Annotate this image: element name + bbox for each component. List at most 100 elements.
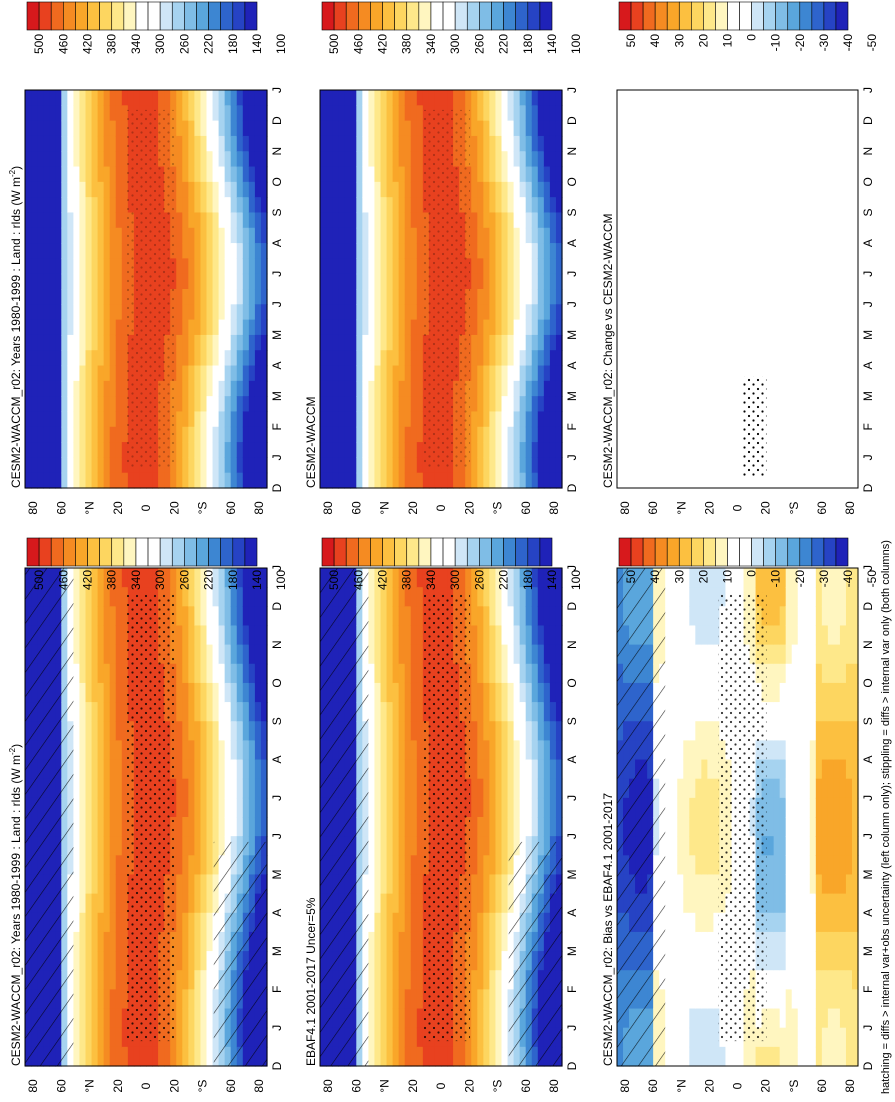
heatmap-cell <box>91 90 99 106</box>
heatmap-cell <box>827 721 835 741</box>
heatmap-cell <box>260 740 268 761</box>
heatmap-cell <box>392 989 400 1010</box>
heatmap-cell <box>194 855 202 876</box>
heatmap-cell <box>555 817 563 837</box>
heatmap-cell <box>471 625 478 646</box>
heatmap-cell <box>404 396 412 413</box>
heatmap-cell <box>103 258 111 275</box>
heatmap-cell <box>773 606 781 627</box>
heatmap-cell <box>109 740 117 761</box>
heatmap-cell <box>85 931 93 952</box>
heatmap-cell <box>37 151 44 168</box>
heatmap-cell <box>85 778 93 799</box>
heatmap-cell <box>37 90 44 106</box>
heatmap-cell <box>398 120 406 137</box>
lat-tick-label: 80 <box>26 501 40 515</box>
heatmap-cell <box>115 855 123 876</box>
hatching <box>320 568 369 1066</box>
heatmap-cell <box>61 135 68 152</box>
heatmap-cell <box>115 151 123 168</box>
heatmap-cell <box>513 759 521 780</box>
heatmap-cell <box>422 1046 430 1067</box>
heatmap-cell <box>845 1046 853 1067</box>
heatmap-cell <box>356 411 363 428</box>
heatmap-cell <box>477 855 484 876</box>
heatmap-cell <box>248 682 256 703</box>
heatmap-cell <box>803 989 811 1010</box>
heatmap-cell <box>815 893 823 914</box>
heatmap-cell <box>103 105 111 122</box>
heatmap-cell <box>224 817 232 837</box>
heatmap-cell <box>392 817 400 837</box>
heatmap-cell <box>344 411 351 428</box>
heatmap-cell <box>206 181 214 198</box>
colorbar-label: 380 <box>105 34 119 54</box>
heatmap-cell <box>176 197 183 214</box>
heatmap-cell <box>194 457 202 474</box>
heatmap-cell <box>416 472 424 489</box>
heatmap-cell <box>164 472 171 489</box>
heatmap-cell <box>188 243 195 259</box>
heatmap-cell <box>725 568 733 588</box>
heatmap-cell <box>851 874 859 895</box>
heatmap-cell <box>519 625 527 646</box>
heatmap-cell <box>242 702 250 722</box>
heatmap-cell <box>374 682 382 703</box>
heatmap-cell <box>338 258 345 275</box>
heatmap-cell <box>531 568 539 588</box>
heatmap-cell <box>701 817 708 837</box>
heatmap-cell <box>176 970 183 990</box>
heatmap-cell <box>182 350 189 367</box>
heatmap-cell <box>689 855 696 876</box>
heatmap-cell <box>833 663 841 684</box>
heatmap-cell <box>97 836 105 856</box>
heatmap-cell <box>773 702 781 722</box>
colorbar-label: 140 <box>250 34 264 54</box>
heatmap-cell <box>115 778 123 799</box>
heatmap-cell <box>368 682 376 703</box>
heatmap-cell <box>103 893 111 914</box>
heatmap-cell <box>176 258 183 275</box>
heatmap-cell <box>67 472 74 489</box>
heatmap-cell <box>182 568 189 588</box>
heatmap-cell <box>109 644 117 665</box>
heatmap-cell <box>471 1046 478 1067</box>
heatmap-cell <box>194 797 202 818</box>
heatmap-cell <box>254 587 262 607</box>
heatmap-cell <box>821 568 829 588</box>
heatmap-cell <box>477 797 484 818</box>
heatmap-cell <box>218 721 226 741</box>
heatmap-cell <box>320 319 327 336</box>
heatmap-cell <box>362 273 369 290</box>
heatmap-cell <box>176 90 183 106</box>
heatmap-cell <box>242 759 250 780</box>
heatmap-cell <box>380 105 388 122</box>
heatmap-cell <box>254 135 262 152</box>
heatmap-cell <box>392 380 400 397</box>
heatmap-cell <box>404 181 412 198</box>
heatmap-cell <box>326 304 333 321</box>
heatmap-cell <box>254 721 262 741</box>
heatmap-cell <box>785 855 793 876</box>
heatmap-cell <box>332 135 339 152</box>
heatmap-cell <box>218 289 226 305</box>
heatmap-cell <box>495 989 503 1010</box>
heatmap-cell <box>25 380 32 397</box>
colorbar-label: 140 <box>250 570 264 590</box>
heatmap-cell <box>97 181 105 198</box>
heatmap-cell <box>212 90 220 106</box>
heatmap-cell <box>109 334 117 351</box>
heatmap-cell <box>386 396 394 413</box>
heatmap-cell <box>356 243 363 259</box>
heatmap-cell <box>833 893 841 914</box>
heatmap-cell <box>707 568 714 588</box>
colorbar-label: 180 <box>226 34 240 54</box>
heatmap-cell <box>79 151 87 168</box>
heatmap-cell <box>332 396 339 413</box>
heatmap-cell <box>43 166 50 183</box>
heatmap-cell <box>410 289 418 305</box>
heatmap-cell <box>43 396 50 413</box>
heatmap-cell <box>242 365 250 382</box>
heatmap-cell <box>115 912 123 933</box>
heatmap-cell <box>773 778 781 799</box>
